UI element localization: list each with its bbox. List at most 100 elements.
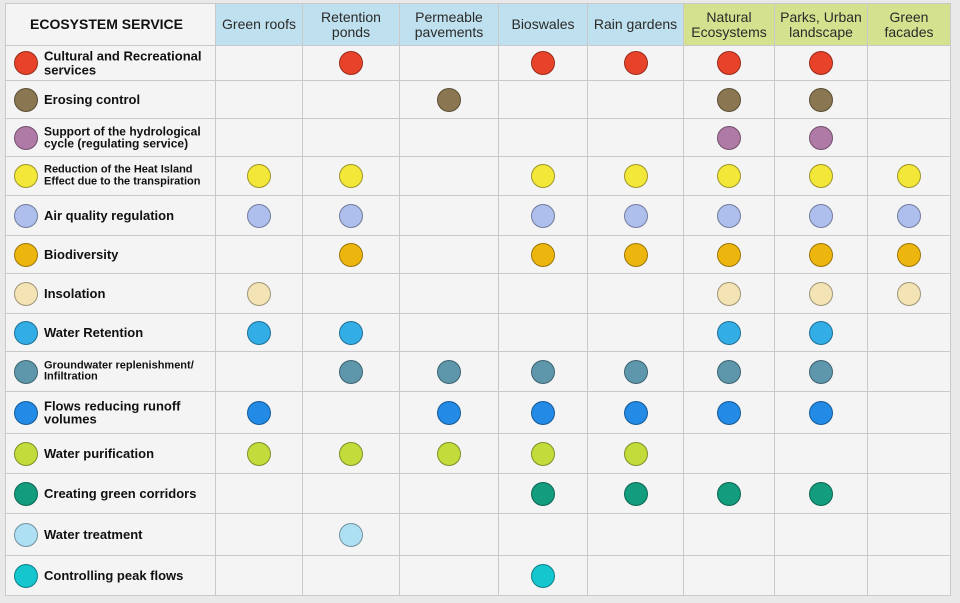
matrix-cell	[498, 555, 588, 596]
matrix-cell	[399, 433, 499, 474]
matrix-cell	[867, 351, 951, 392]
service-label: Water Retention	[44, 324, 144, 340]
column-header: Retention ponds	[302, 3, 400, 46]
table-row: Erosing control	[5, 80, 951, 119]
presence-dot	[531, 359, 555, 384]
table-row: Insolation	[5, 273, 951, 314]
matrix-cell	[498, 313, 588, 352]
service-label: Flows reducing runoff volumes	[44, 397, 181, 427]
matrix-cell	[215, 351, 303, 392]
matrix-cell	[587, 391, 684, 434]
presence-dot	[809, 481, 833, 506]
presence-dot	[623, 203, 648, 228]
presence-dot	[437, 400, 461, 425]
service-label-cell: Air quality regulation	[5, 195, 216, 236]
presence-dot	[339, 242, 363, 267]
matrix-cell	[399, 473, 499, 514]
presence-dot	[623, 481, 648, 506]
matrix-cell	[867, 473, 951, 514]
matrix-cell	[683, 555, 775, 596]
table-row: Water purification	[5, 433, 951, 474]
matrix-cell	[587, 195, 684, 236]
matrix-cell	[683, 391, 775, 434]
presence-dot	[247, 203, 271, 228]
table-row: Controlling peak flows	[5, 555, 951, 596]
presence-dot	[623, 51, 648, 75]
presence-dot	[809, 203, 833, 228]
table-row: Water Retention	[5, 313, 951, 352]
matrix-cell	[867, 156, 951, 196]
matrix-cell	[683, 195, 775, 236]
presence-dot	[623, 164, 648, 188]
matrix-cell	[215, 313, 303, 352]
presence-dot	[531, 242, 555, 267]
matrix-cell	[774, 156, 868, 196]
matrix-cell	[215, 80, 303, 119]
presence-dot	[717, 281, 741, 306]
matrix-cell	[683, 80, 775, 119]
matrix-cell	[215, 555, 303, 596]
service-label: Erosing control	[44, 91, 141, 107]
service-label-cell: Creating green corridors	[5, 473, 216, 514]
matrix-cell	[302, 235, 400, 274]
presence-dot	[531, 400, 555, 425]
matrix-cell	[683, 433, 775, 474]
presence-dot	[339, 51, 363, 75]
presence-dot	[247, 164, 271, 188]
matrix-cell	[498, 391, 588, 434]
matrix-cell	[399, 555, 499, 596]
column-header: Rain gardens	[587, 3, 684, 46]
matrix-cell	[867, 433, 951, 474]
presence-dot	[531, 164, 555, 188]
matrix-cell	[867, 235, 951, 274]
matrix-cell	[498, 80, 588, 119]
table-row: Creating green corridors	[5, 473, 951, 514]
presence-dot	[809, 359, 833, 384]
presence-dot	[717, 164, 741, 188]
matrix-cell	[683, 235, 775, 274]
legend-dot	[14, 87, 38, 112]
matrix-cell	[683, 473, 775, 514]
matrix-cell	[302, 555, 400, 596]
matrix-cell	[302, 45, 400, 81]
service-label-cell: Water Retention	[5, 313, 216, 352]
matrix-cell	[683, 118, 775, 157]
matrix-cell	[683, 313, 775, 352]
table-row: Flows reducing runoff volumes	[5, 391, 951, 434]
matrix-cell	[399, 45, 499, 81]
legend-dot	[14, 242, 38, 267]
matrix-cell	[774, 351, 868, 392]
matrix-cell	[867, 45, 951, 81]
service-label: Insolation	[44, 285, 106, 301]
matrix-cell	[683, 513, 775, 556]
presence-dot	[247, 281, 271, 306]
presence-dot	[809, 87, 833, 112]
service-label: Controlling peak flows	[44, 567, 184, 583]
matrix-cell	[302, 351, 400, 392]
table-row: Reduction of the Heat Island Effect due …	[5, 156, 951, 196]
service-label: Cultural and Recreational services	[44, 48, 202, 77]
matrix-cell	[774, 433, 868, 474]
column-header: Natural Ecosystems	[683, 3, 775, 46]
legend-dot	[14, 441, 38, 466]
matrix-cell	[587, 555, 684, 596]
matrix-cell	[774, 195, 868, 236]
matrix-cell	[215, 433, 303, 474]
service-label-cell: Controlling peak flows	[5, 555, 216, 596]
matrix-cell	[498, 351, 588, 392]
service-label-cell: Insolation	[5, 273, 216, 314]
matrix-cell	[302, 433, 400, 474]
matrix-cell	[587, 433, 684, 474]
matrix-cell	[399, 391, 499, 434]
matrix-cell	[399, 235, 499, 274]
presence-dot	[339, 320, 363, 345]
matrix-cell	[498, 195, 588, 236]
column-header: Green facades	[867, 3, 951, 46]
matrix-cell	[302, 273, 400, 314]
legend-dot	[14, 563, 38, 588]
presence-dot	[623, 400, 648, 425]
presence-dot	[809, 164, 833, 188]
matrix-cell	[215, 156, 303, 196]
service-label-cell: Water treatment	[5, 513, 216, 556]
